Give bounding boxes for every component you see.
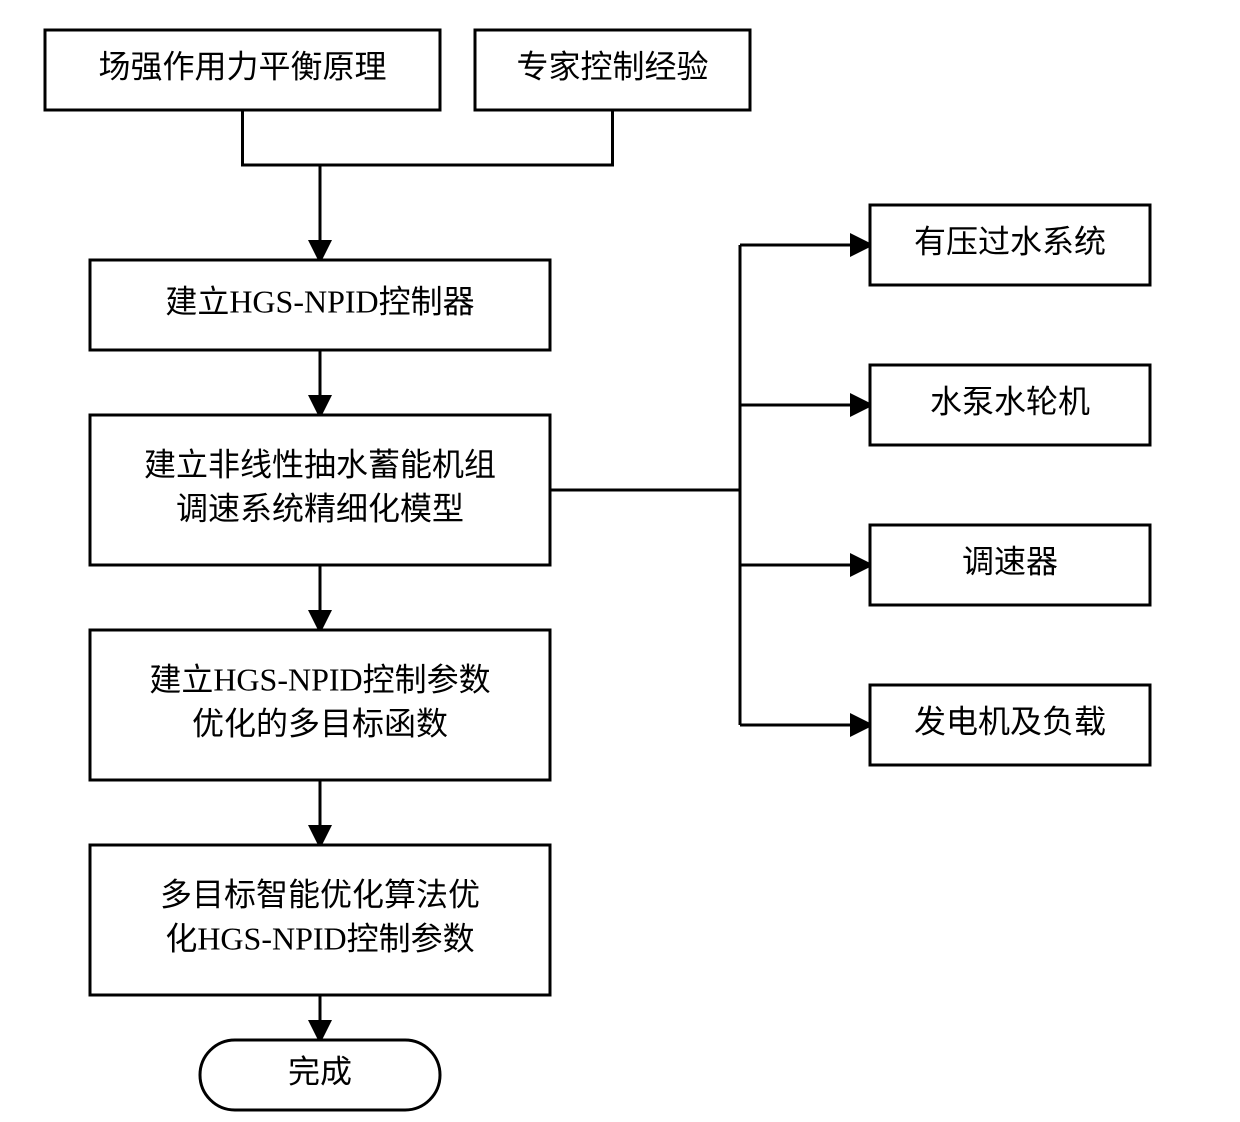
node-end: 完成 [200, 1040, 440, 1110]
node-label: 调速器 [962, 543, 1058, 579]
node-label: 完成 [288, 1053, 352, 1089]
node-step1: 建立HGS-NPID控制器 [90, 260, 550, 350]
node-side1: 有压过水系统 [870, 205, 1150, 285]
node-label-1: 多目标智能优化算法优 [160, 876, 480, 912]
node-label: 场强作用力平衡原理 [98, 48, 386, 84]
node-side4: 发电机及负载 [870, 685, 1150, 765]
node-label-1: 建立非线性抽水蓄能机组 [144, 446, 496, 482]
node-label-2: 优化的多目标函数 [192, 705, 448, 741]
node-step2: 建立非线性抽水蓄能机组调速系统精细化模型 [90, 415, 550, 565]
node-label-2: 调速系统精细化模型 [176, 490, 464, 526]
node-top_right: 专家控制经验 [475, 30, 750, 110]
edge-merge [243, 110, 613, 260]
node-label: 建立HGS-NPID控制器 [165, 283, 474, 319]
node-label: 水泵水轮机 [930, 383, 1090, 419]
node-side2: 水泵水轮机 [870, 365, 1150, 445]
node-top_left: 场强作用力平衡原理 [45, 30, 440, 110]
node-label: 发电机及负载 [914, 703, 1106, 739]
node-side3: 调速器 [870, 525, 1150, 605]
node-label: 专家控制经验 [516, 48, 708, 84]
node-label: 有压过水系统 [914, 223, 1106, 259]
node-step4: 多目标智能优化算法优化HGS-NPID控制参数 [90, 845, 550, 995]
node-label-1: 建立HGS-NPID控制参数 [149, 661, 490, 697]
node-label-2: 化HGS-NPID控制参数 [165, 920, 474, 956]
node-step3: 建立HGS-NPID控制参数优化的多目标函数 [90, 630, 550, 780]
